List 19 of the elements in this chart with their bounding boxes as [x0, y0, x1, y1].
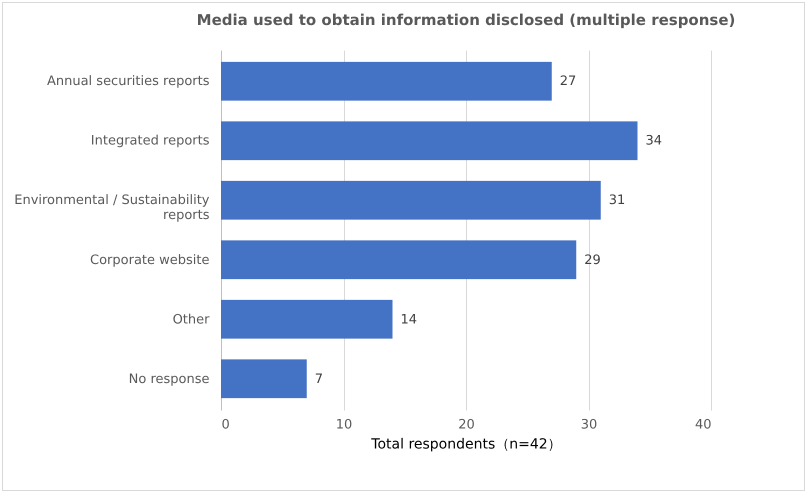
data-label: 7: [314, 372, 324, 387]
x-axis-title: Total respondents（n=42）: [370, 436, 562, 452]
data-label: 29: [584, 252, 601, 268]
x-tick-label: 30: [580, 418, 598, 432]
data-label: 14: [400, 312, 418, 328]
x-tick-label: 10: [336, 418, 352, 432]
y-tick-label: Other: [172, 312, 210, 328]
y-tick-label: Annual securities reports: [46, 74, 210, 90]
x-tick-label: 20: [458, 418, 475, 432]
y-tick-label: Integrated reports: [90, 134, 210, 149]
data-label: 27: [560, 74, 576, 90]
data-label: 31: [608, 193, 626, 208]
x-tick-label: 40: [694, 418, 712, 432]
data-label: 34: [646, 134, 662, 149]
chart-title: Media used to obtain information disclosed (multiple response): [196, 11, 736, 29]
y-tick-label: Environmental / Sustainability reports: [14, 193, 210, 224]
y-tick-label: No response: [128, 372, 210, 387]
y-tick-label: Corporate website: [90, 252, 210, 268]
x-tick-label: 0: [222, 418, 230, 432]
